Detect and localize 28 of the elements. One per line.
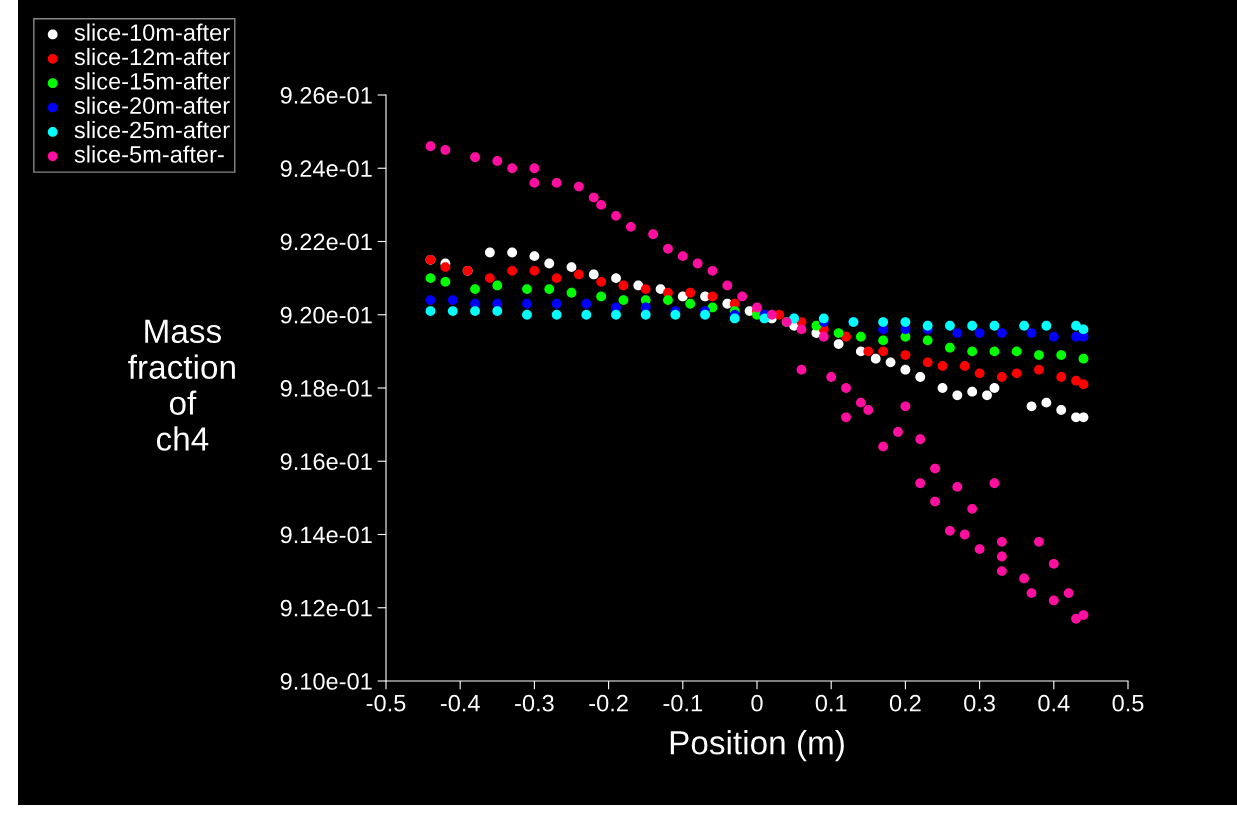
legend-label: slice-5m-after- [74,145,224,163]
x-tick-label: 0.3 [964,694,995,712]
legend-label: slice-15m-after [74,72,230,90]
x-axis-title: Position (m) [670,730,844,762]
legend-label: slice-20m-after [74,96,230,114]
y-tick-label: 9.16e-01 [280,453,372,471]
x-tick-label: -0.2 [589,694,628,712]
x-tick-label: 0.2 [889,694,921,712]
x-tick-label: 0.4 [1038,694,1070,712]
y-tick-label: 9.18e-01 [280,380,372,397]
y-tick-label: 9.12e-01 [280,599,372,617]
legend-label: slice-10m-after [74,23,230,41]
x-tick-label: 0 [751,694,763,712]
y-tick-label: 9.26e-01 [280,87,372,104]
x-tick-label: -0.3 [515,694,554,712]
x-tick-label: -0.5 [366,694,406,712]
y-tick-label: 9.14e-01 [280,526,372,544]
y-tick-label: 9.20e-01 [280,306,372,324]
legend-label: slice-25m-after [74,121,230,139]
legend-label: slice-12m-after [74,47,230,66]
x-tick-label: -0.4 [440,694,480,712]
x-tick-label: 0.5 [1112,694,1144,712]
y-tick-label: 9.10e-01 [280,673,372,690]
x-tick-label: -0.1 [663,694,702,712]
y-tick-label: 9.24e-01 [280,160,372,178]
y-tick-label: 9.22e-01 [280,233,372,251]
y-axis-title: Mass fraction of ch4 [128,319,235,451]
x-tick-label: 0.1 [815,694,847,712]
